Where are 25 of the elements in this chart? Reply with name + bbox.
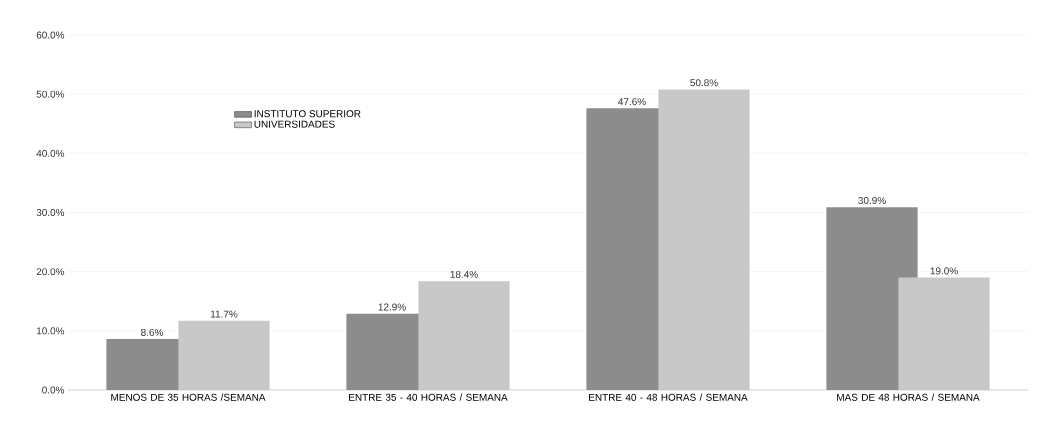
x-tick-label: ENTRE 35 - 40 HORAS / SEMANA <box>349 393 508 401</box>
data-label: 30.9% <box>858 196 886 204</box>
legend-label: INSTITUTO SUPERIOR <box>254 110 361 118</box>
data-label: 19.0% <box>930 267 958 275</box>
data-label: 47.6% <box>618 98 646 106</box>
legend-label: UNIVERSIDADES <box>254 120 335 128</box>
y-tick-label: 10.0% <box>37 327 65 335</box>
bar <box>898 277 990 390</box>
data-label: 11.7% <box>211 310 238 318</box>
x-tick-label: MAS DE 48 HORAS / SEMANA <box>837 393 980 401</box>
y-tick-label: 20.0% <box>36 268 65 276</box>
y-tick-label: 0.0% <box>42 386 65 394</box>
data-label: 50.8% <box>690 79 718 87</box>
data-label: 18.4% <box>450 270 478 278</box>
bar <box>658 89 750 390</box>
y-tick-label: 40.0% <box>36 149 65 157</box>
y-tick-label: 30.0% <box>36 208 65 217</box>
x-tick-label: ENTRE 40 - 48 HORAS / SEMANA <box>589 393 748 401</box>
y-tick-label: 50.0% <box>36 90 65 98</box>
bar <box>178 320 270 390</box>
bar <box>418 281 510 390</box>
x-tick-label: MENOS DE 35 HORAS /SEMANA <box>111 393 266 401</box>
y-tick-label: 60.0% <box>36 31 65 39</box>
data-label: 8.6% <box>141 328 164 336</box>
data-label: 12.9% <box>378 303 406 311</box>
